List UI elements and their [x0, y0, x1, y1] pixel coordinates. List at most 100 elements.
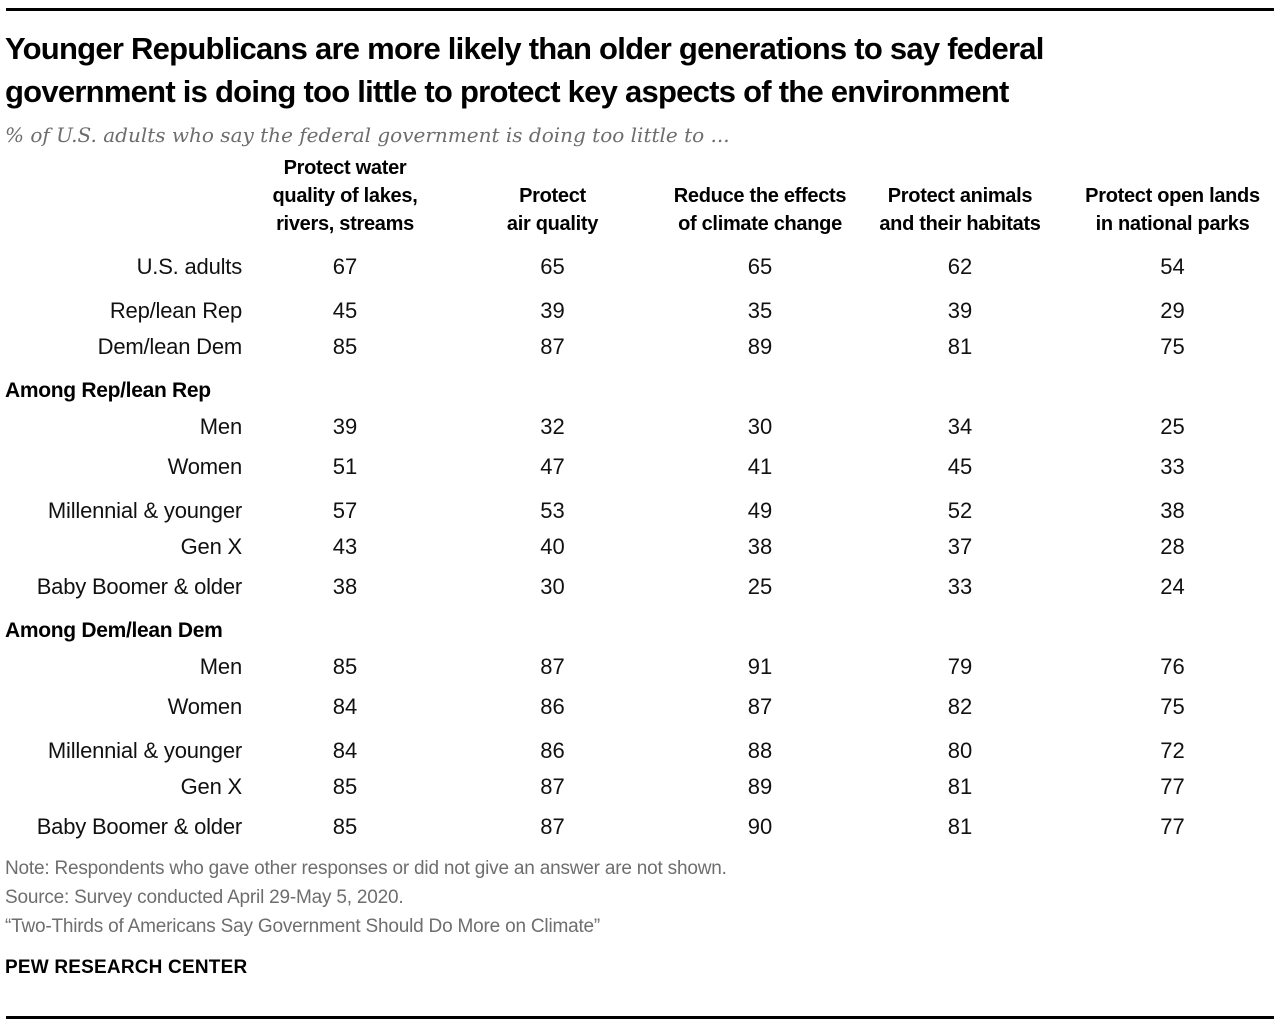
cell-value: 89 [747, 774, 773, 799]
footer-note: Note: Respondents who gave other respons… [5, 858, 727, 879]
row-label: Women [167, 694, 243, 719]
cell-value: 81 [947, 774, 973, 799]
cell-value: 87 [540, 774, 565, 799]
cell-value: 33 [947, 574, 973, 599]
cell-value: 45 [332, 297, 358, 323]
cell-value: 39 [332, 414, 358, 439]
cell-value: 77 [1160, 774, 1185, 799]
cell-value: 86 [540, 694, 565, 719]
cell-value: 91 [747, 654, 773, 679]
cell-value: 79 [947, 654, 973, 679]
cell-value: 88 [747, 737, 773, 763]
cell-value: 52 [947, 497, 973, 523]
section-header-row: Among Rep/lean Rep [0, 367, 1280, 407]
row-label: Millennial & younger [47, 497, 242, 523]
cell-value: 72 [1160, 737, 1185, 763]
table-row: Baby Boomer & older 38 30 25 33 24 [0, 567, 1280, 607]
cell-value: 25 [747, 574, 773, 599]
cell-value: 35 [747, 297, 773, 323]
row-label: Women [167, 454, 243, 479]
cell-value: 84 [332, 694, 358, 719]
table-row: Dem/lean Dem 85 87 89 81 75 [0, 327, 1280, 367]
table-row: Gen X 85 87 89 81 77 [0, 767, 1280, 807]
cell-value: 39 [947, 297, 973, 323]
cell-value: 38 [1160, 497, 1185, 523]
cell-value: 85 [332, 654, 358, 679]
column-header: Protect air quality [506, 185, 599, 235]
cell-value: 81 [947, 334, 973, 359]
page-title: Younger Republicans are more likely than… [5, 27, 1274, 113]
row-label: Gen X [180, 534, 243, 559]
row-label: Dem/lean Dem [97, 334, 243, 359]
brand-name: PEW RESEARCH CENTER [5, 957, 248, 978]
row-label: Baby Boomer & older [36, 574, 243, 599]
page-title-line2: government is doing too little to protec… [5, 74, 1009, 109]
cell-value: 30 [747, 414, 773, 439]
cell-value: 38 [747, 534, 773, 559]
cell-value: 75 [1160, 694, 1185, 719]
footer: Note: Respondents who gave other respons… [5, 854, 1274, 979]
cell-value: 86 [540, 737, 565, 763]
table-header-row: Protect water quality of lakes, rivers, st… [0, 154, 1280, 247]
table-row: Rep/lean Rep 45 39 35 39 29 [0, 287, 1280, 327]
row-label-header [0, 154, 250, 247]
section-label: Among Rep/lean Rep [5, 378, 211, 402]
table-body: U.S. adults 67 65 65 62 54 Rep/lean Rep 45 39 35 3… [0, 247, 1280, 847]
cell-value: 37 [947, 534, 973, 559]
cell-value: 84 [332, 737, 358, 763]
cell-value: 87 [540, 814, 565, 839]
cell-value: 54 [1160, 254, 1185, 279]
column-header: Protect animals and their habitats [879, 185, 1041, 235]
row-label: Rep/lean Rep [109, 297, 242, 323]
page-title-line1: Younger Republicans are more likely than… [5, 31, 1044, 66]
cell-value: 38 [332, 574, 358, 599]
column-header: Protect open lands in national parks [1085, 185, 1260, 235]
row-label: Men [199, 414, 242, 439]
cell-value: 85 [332, 814, 358, 839]
cell-value: 47 [540, 454, 565, 479]
footer-quote: “Two-Thirds of Americans Say Government … [5, 916, 601, 937]
cell-value: 40 [540, 534, 565, 559]
cell-value: 67 [332, 254, 358, 279]
cell-value: 32 [540, 414, 565, 439]
row-label: Millennial & younger [47, 737, 242, 763]
table-row: Millennial & younger 57 53 49 52 38 [0, 487, 1280, 527]
cell-value: 45 [947, 454, 973, 479]
table-row: Women 51 47 41 45 33 [0, 447, 1280, 487]
row-label: Gen X [180, 774, 243, 799]
cell-value: 87 [747, 694, 773, 719]
top-rule [6, 8, 1274, 11]
column-header: Protect water quality of lakes, rivers, st… [272, 157, 418, 235]
cell-value: 81 [947, 814, 973, 839]
cell-value: 25 [1160, 414, 1185, 439]
column-header: Reduce the effects of climate change [673, 185, 847, 235]
footer-source: Source: Survey conducted April 29-May 5,… [5, 887, 404, 908]
page-subtitle: % of U.S. adults who say the federal gov… [5, 123, 730, 147]
row-label: Baby Boomer & older [36, 814, 243, 839]
table-row: Men 85 87 91 79 76 [0, 647, 1280, 687]
cell-value: 49 [747, 497, 773, 523]
bottom-rule [6, 1016, 1274, 1019]
table-row: Millennial & younger 84 86 88 80 72 [0, 727, 1280, 767]
cell-value: 85 [332, 334, 358, 359]
cell-value: 33 [1160, 454, 1185, 479]
table-row: Women 84 86 87 82 75 [0, 687, 1280, 727]
cell-value: 62 [947, 254, 973, 279]
table-row: Gen X 43 40 38 37 28 [0, 527, 1280, 567]
cell-value: 41 [747, 454, 773, 479]
cell-value: 65 [747, 254, 773, 279]
cell-value: 76 [1160, 654, 1185, 679]
row-label: U.S. adults [136, 254, 243, 279]
cell-value: 51 [332, 454, 358, 479]
table-row: Baby Boomer & older 85 87 90 81 77 [0, 807, 1280, 847]
cell-value: 87 [540, 334, 565, 359]
cell-value: 57 [332, 497, 358, 523]
cell-value: 80 [947, 737, 973, 763]
data-table: Protect water quality of lakes, rivers, st… [0, 154, 1280, 847]
cell-value: 29 [1160, 297, 1185, 323]
cell-value: 24 [1160, 574, 1185, 599]
row-label: Men [199, 654, 242, 679]
cell-value: 85 [332, 774, 358, 799]
cell-value: 53 [540, 497, 565, 523]
cell-value: 75 [1160, 334, 1185, 359]
